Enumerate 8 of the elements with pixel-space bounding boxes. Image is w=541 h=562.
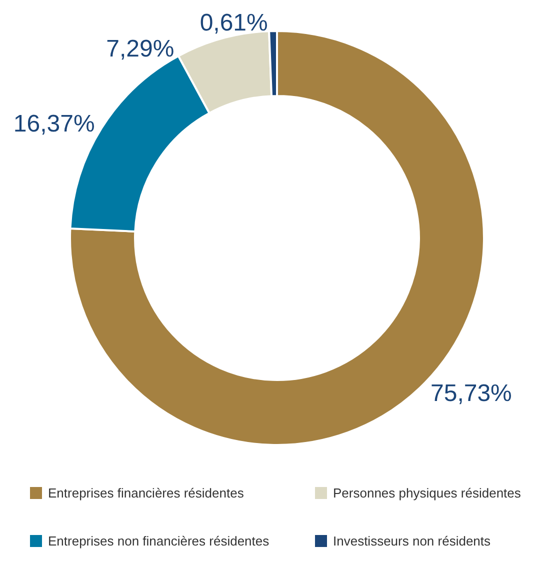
data-label: 16,37% [13, 110, 95, 138]
legend-label: Entreprises non financières résidentes [48, 534, 270, 548]
legend-label: Entreprises financières résidentes [48, 486, 244, 500]
legend-label: Investisseurs non résidents [333, 534, 492, 548]
data-label: 7,29% [106, 36, 174, 63]
data-label: 0,61% [200, 10, 268, 37]
legend-label: Personnes physiques résidentes [333, 486, 522, 500]
data-label: 75,73% [430, 380, 512, 407]
